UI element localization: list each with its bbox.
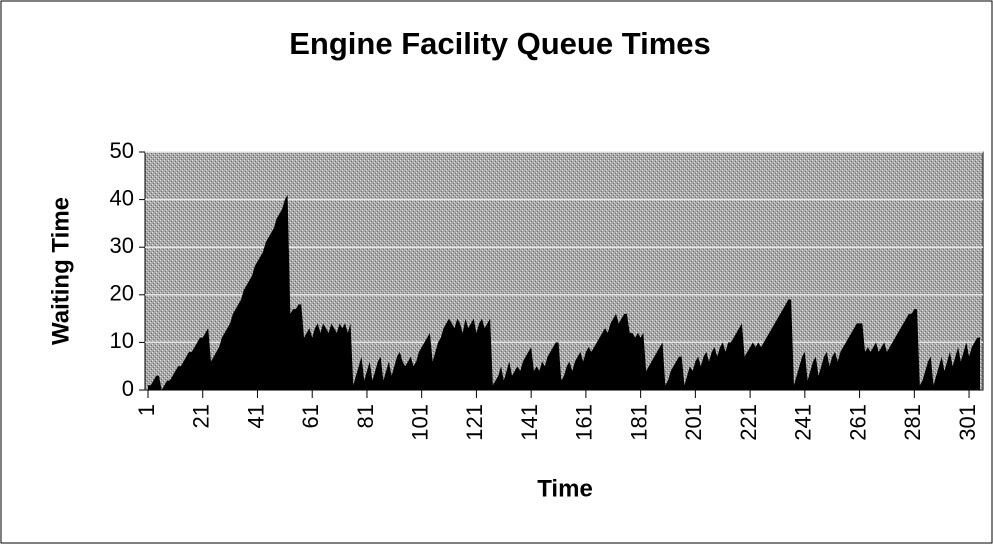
x-tick-label: 141: [517, 404, 542, 441]
x-tick-label: 281: [900, 404, 925, 441]
chart-title: Engine Facility Queue Times: [289, 26, 711, 61]
x-tick-label: 241: [791, 404, 816, 441]
x-tick-label: 41: [243, 404, 268, 428]
y-tick-label: 0: [122, 376, 134, 401]
x-tick-label: 221: [736, 404, 761, 441]
y-tick-label: 10: [110, 328, 134, 353]
y-tick-label: 50: [110, 138, 134, 163]
x-tick-label: 21: [189, 404, 214, 428]
x-tick-label: 201: [681, 404, 706, 441]
x-tick-label: 181: [626, 404, 651, 441]
x-tick-label: 161: [572, 404, 597, 441]
area: [148, 194, 980, 390]
y-axis-title: Waiting Time: [47, 197, 74, 345]
y-tick-label: 20: [110, 281, 134, 306]
x-tick-label: 1: [134, 404, 159, 416]
x-tick-label: 81: [353, 404, 378, 428]
x-tick-label: 61: [298, 404, 323, 428]
x-tick-label: 121: [462, 404, 487, 441]
x-tick-label: 261: [845, 404, 870, 441]
x-axis-title: Time: [537, 475, 593, 502]
y-tick-label: 30: [110, 233, 134, 258]
x-tick-label: 101: [407, 404, 432, 441]
x-tick-label: 301: [955, 404, 980, 441]
y-tick-label: 40: [110, 185, 134, 210]
